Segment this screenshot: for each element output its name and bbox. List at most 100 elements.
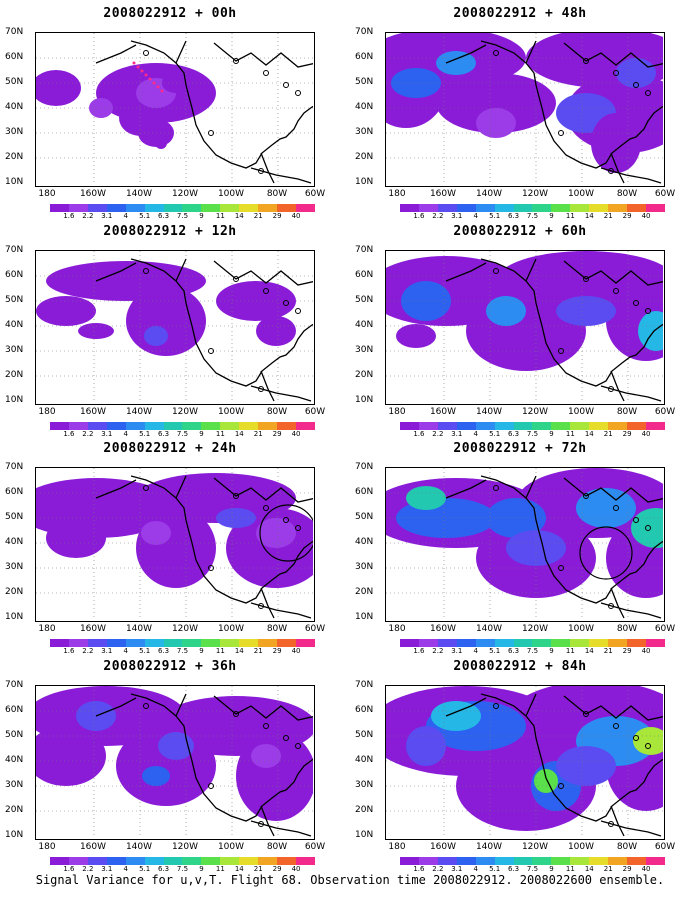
lake-outline — [263, 288, 269, 294]
colorbar — [400, 857, 665, 865]
panel-title: 2008022912 + 48h — [453, 6, 587, 21]
coastline — [445, 697, 487, 717]
colorbar-label: 3.1 — [451, 865, 463, 873]
lat-label: 70N — [5, 680, 24, 690]
colorbar-swatch — [589, 204, 609, 212]
colorbar-label: 9 — [549, 212, 554, 220]
lat-label: 10N — [355, 395, 374, 405]
colorbar-label: 29 — [272, 430, 282, 438]
lat-label: 20N — [355, 152, 374, 162]
variance-shading — [431, 701, 481, 731]
lat-label: 20N — [355, 805, 374, 815]
colorbar-label: 40 — [641, 865, 651, 873]
colorbar-label: 1.6 — [63, 647, 75, 655]
colorbar-label: 4 — [473, 647, 478, 655]
colorbar-label: 11 — [215, 430, 225, 438]
colorbar-swatch — [50, 857, 69, 865]
colorbar-label: 1.6 — [63, 430, 75, 438]
lon-label: 100W — [567, 624, 595, 634]
coastline — [130, 693, 313, 822]
coastline — [95, 479, 137, 499]
colorbar-label: 2.2 — [82, 647, 94, 655]
variance-shading — [486, 498, 546, 538]
lat-label: 70N — [355, 462, 374, 472]
lat-label: 50N — [355, 77, 374, 87]
coastline — [130, 475, 313, 604]
lat-label: 10N — [355, 612, 374, 622]
colorbar-label: 40 — [641, 212, 651, 220]
lat-label: 10N — [5, 177, 24, 187]
colorbar-label: 1.6 — [413, 212, 425, 220]
variance-shading — [78, 323, 114, 339]
coastline — [175, 475, 313, 503]
lon-label: 80W — [616, 189, 638, 199]
variance-shading — [141, 521, 171, 545]
lat-label: 40N — [355, 320, 374, 330]
colorbar-swatch — [144, 204, 164, 212]
lake-outline — [558, 565, 564, 571]
colorbar-label: 3.1 — [101, 865, 113, 873]
colorbar-label: 40 — [291, 430, 301, 438]
colorbar-swatch — [551, 639, 571, 647]
variance-shading — [391, 68, 441, 98]
colorbar-swatch — [418, 204, 438, 212]
colorbar-label: 21 — [253, 647, 263, 655]
colorbar-swatch — [608, 204, 628, 212]
lon-label: 140W — [125, 189, 153, 199]
lake-outline — [233, 493, 239, 499]
lake-outline — [583, 58, 589, 64]
colorbar-label: 5.1 — [139, 865, 151, 873]
variance-shading — [256, 316, 296, 346]
colorbar-swatch — [163, 639, 183, 647]
colorbar-swatch — [645, 857, 665, 865]
colorbar-swatch — [87, 422, 107, 430]
colorbar-swatch — [239, 204, 259, 212]
lat-label: 10N — [5, 395, 24, 405]
lon-label: 100W — [567, 842, 595, 852]
observation-point — [152, 81, 156, 85]
lat-label: 50N — [355, 730, 374, 740]
colorbar-label: 3.1 — [101, 212, 113, 220]
lake-outline — [558, 783, 564, 789]
lon-label: 80W — [616, 624, 638, 634]
lat-label: 60N — [355, 270, 374, 280]
lake-outline — [608, 386, 614, 392]
colorbar-label: 21 — [253, 212, 263, 220]
lon-label: 180 — [388, 842, 406, 852]
variance-shading — [36, 70, 81, 106]
colorbar-swatch — [418, 422, 438, 430]
colorbar-swatch — [532, 639, 552, 647]
map-area — [385, 32, 665, 187]
colorbar-label: 3.1 — [451, 212, 463, 220]
lake-outline — [558, 348, 564, 354]
observation-point — [160, 89, 164, 93]
colorbar-swatch — [627, 422, 646, 430]
colorbar-label: 11 — [565, 865, 575, 873]
colorbar — [400, 204, 665, 212]
lat-label: 20N — [355, 587, 374, 597]
colorbar-swatch — [475, 204, 495, 212]
colorbar-swatch — [258, 204, 278, 212]
colorbar-swatch — [220, 857, 240, 865]
lake-outline — [263, 505, 269, 511]
colorbar-swatch — [220, 204, 240, 212]
colorbar-swatch — [437, 639, 457, 647]
map-panel-p60: 2008022912 + 60h 70N 60N 50N 40N 30N 20N 10N 180… — [350, 220, 690, 440]
colorbar-swatch — [608, 639, 628, 647]
lat-label: 30N — [355, 780, 374, 790]
panel-title: 2008022912 + 72h — [453, 441, 587, 456]
lake-outline — [143, 485, 149, 491]
colorbar-label: 9 — [549, 430, 554, 438]
colorbar-label: 4 — [123, 865, 128, 873]
colorbar-label: 9 — [199, 647, 204, 655]
lon-label: 120W — [521, 407, 549, 417]
colorbar-swatch — [570, 639, 590, 647]
colorbar-swatch — [551, 204, 571, 212]
colorbar-label: 6.3 — [507, 430, 520, 438]
variance-shading — [556, 296, 616, 326]
lake-outline — [208, 565, 214, 571]
colorbar-swatch — [182, 422, 202, 430]
lat-label: 40N — [5, 102, 24, 112]
colorbar-label: 11 — [215, 865, 225, 873]
lat-label: 50N — [5, 77, 24, 87]
